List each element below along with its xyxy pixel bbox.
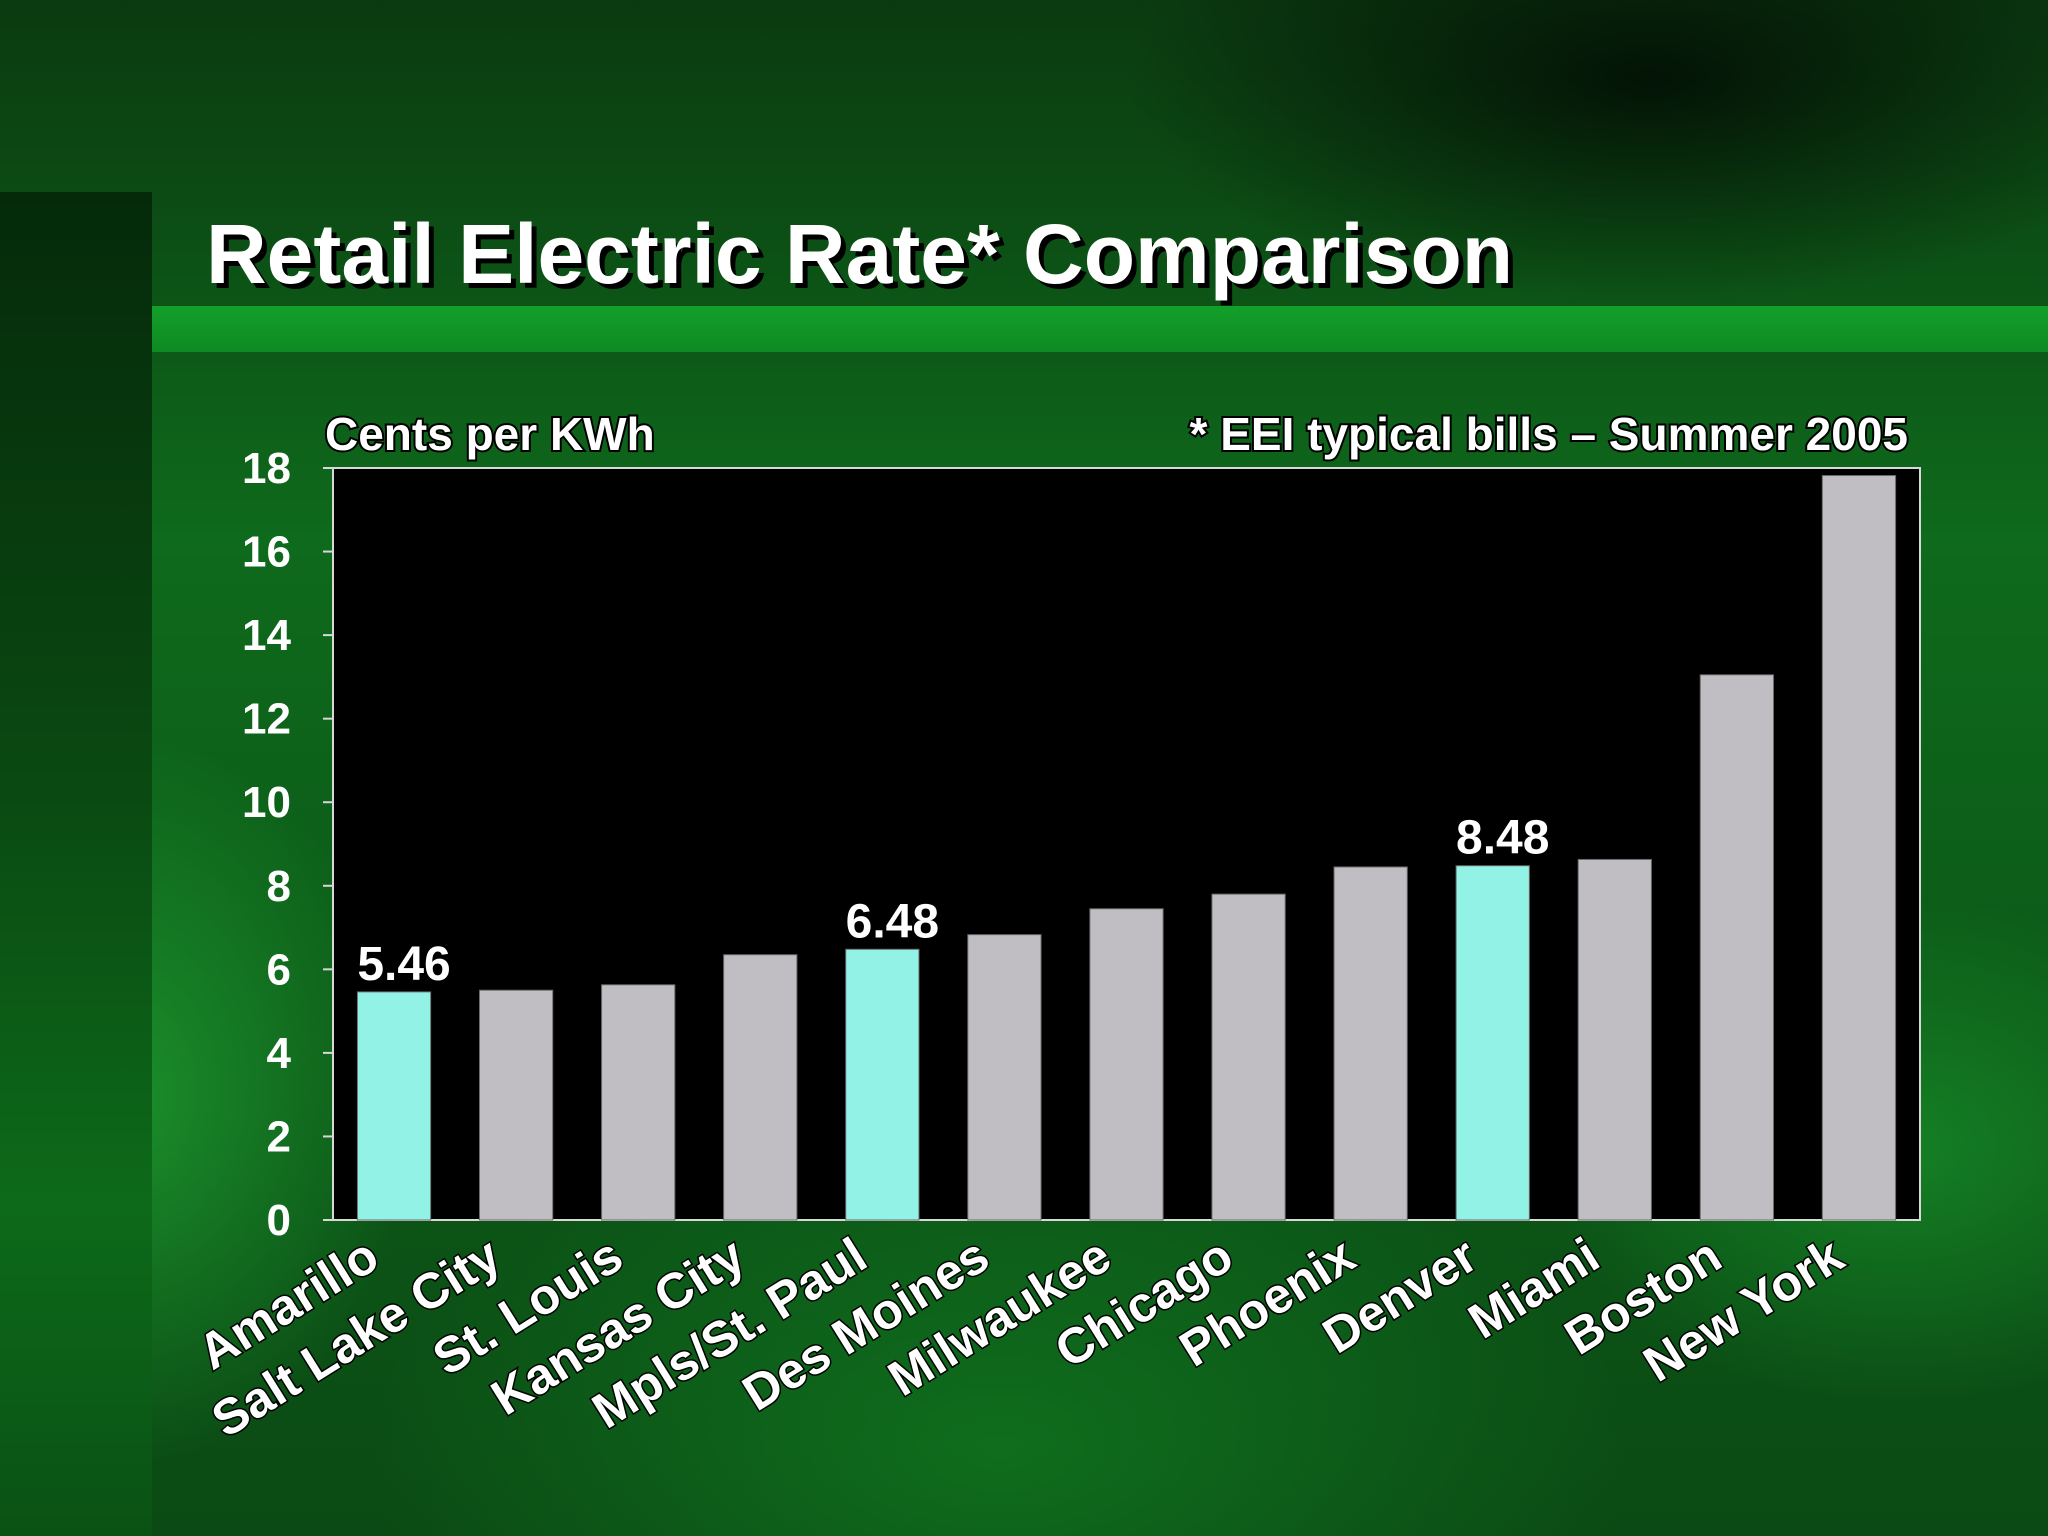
bar-st-louis [601, 984, 676, 1221]
bar-boston [1699, 674, 1775, 1221]
bar-salt-lake-city [478, 989, 554, 1221]
y-tick-label: 10 [242, 778, 291, 827]
left-decor-panel [0, 192, 152, 1536]
bar-new-york [1821, 475, 1897, 1221]
y-tick-label: 0 [267, 1196, 291, 1245]
bar-amarillo [356, 991, 432, 1221]
y-axis-label: Cents per KWh [325, 408, 655, 460]
y-tick-label: 4 [267, 1029, 292, 1078]
y-tick-label: 2 [267, 1112, 291, 1161]
bar-mpls-st-paul [845, 948, 920, 1221]
bar-kansas-city [723, 954, 798, 1221]
bar-denver [1455, 865, 1530, 1221]
bar-phoenix [1333, 866, 1408, 1221]
bar-milwaukee [1089, 908, 1164, 1221]
data-label: 8.48 [1456, 812, 1549, 865]
y-tick-label: 16 [242, 528, 291, 577]
slide-title: Retail Electric Rate* Comparison [206, 207, 1514, 301]
title-underline-bar [152, 306, 2048, 352]
y-tick-label: 6 [267, 945, 291, 994]
data-label: 5.46 [357, 938, 450, 991]
y-tick-label: 14 [242, 611, 291, 660]
source-annotation: * EEI typical bills – Summer 2005 [1190, 408, 1908, 460]
data-label: 6.48 [846, 895, 939, 948]
bar-des-moines [967, 934, 1042, 1221]
y-tick-label: 18 [242, 444, 291, 493]
bar-miami [1577, 858, 1652, 1221]
y-tick-label: 12 [242, 695, 291, 744]
bar-chicago [1211, 893, 1286, 1221]
y-tick-label: 8 [267, 862, 291, 911]
